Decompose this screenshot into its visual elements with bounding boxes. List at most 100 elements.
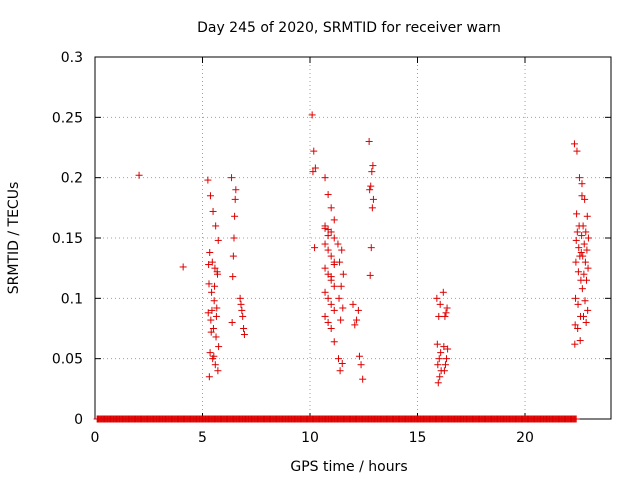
y-tick-label: 0.15 [52,231,83,247]
data-point [309,168,317,176]
data-point [581,195,589,203]
data-point [327,325,335,332]
data-point [211,282,219,290]
data-point [330,306,338,314]
data-point [238,306,246,314]
data-point [206,349,214,357]
data-point [240,331,248,339]
data-point [339,304,347,312]
data-point [576,337,584,345]
data-point [338,359,346,367]
data-point [327,204,335,212]
data-point [231,195,239,203]
data-point [208,288,216,296]
data-point [211,361,219,369]
x-tick-label: 20 [516,430,534,446]
data-point [321,264,329,272]
data-point [573,228,581,236]
data-point [442,309,450,317]
y-tick-label: 0.05 [52,352,83,368]
data-point [324,246,332,254]
data-point [236,294,244,302]
data-point [349,300,357,308]
y-tick-label: 0.2 [61,171,83,187]
data-point [324,318,332,326]
data-point [336,367,344,375]
data-point [205,373,213,381]
y-tick-label: 0.1 [61,291,83,307]
data-point [582,318,590,326]
data-point [443,355,451,363]
data-point [330,338,338,346]
data-point [209,207,217,215]
data-point [321,312,329,320]
data-point [353,316,361,324]
axes: 0 5 10 15 20 0 0.05 0.1 0.15 0.2 0.25 0.3 [52,50,611,446]
data-point [584,234,592,242]
x-tick-label: 0 [91,430,100,446]
data-point [240,325,248,332]
data-point [339,270,347,278]
data-point [583,212,591,220]
data-point [572,236,580,244]
x-tick-label: 10 [301,430,319,446]
data-point [368,168,376,176]
data-point [308,111,316,119]
chart-title: Day 245 of 2020, SRMTID for receiver war… [197,20,501,36]
data-point [441,312,449,320]
data-point [578,232,586,240]
data-point [311,164,319,172]
data-point [439,288,447,296]
data-point [583,246,591,254]
data-point [443,304,451,312]
grid-lines [95,57,611,419]
data-point [336,258,344,266]
data-point [211,264,219,272]
data-point [572,294,580,302]
data-point [572,258,580,266]
data-point [324,191,332,199]
data-point [440,367,448,375]
data-point [321,288,329,296]
data-point [578,192,586,200]
data-point [210,297,218,305]
data-point [575,174,583,182]
data-point [436,373,444,381]
data-point [230,234,238,242]
data-point [321,240,329,248]
data-point [321,174,329,182]
data-point [228,174,236,182]
data-point [337,316,345,324]
data-point [367,244,375,252]
data-point [583,276,591,284]
y-tick-label: 0.3 [61,50,83,66]
data-point [205,261,213,269]
data-point [327,252,335,260]
data-point [204,309,212,317]
data-point [441,361,449,369]
data-point [327,228,335,236]
data-point [212,222,220,230]
data-point [574,325,582,332]
data-point [581,297,589,305]
data-point [210,352,218,360]
y-tick-label: 0 [74,412,83,428]
data-point [213,304,221,312]
data-point [135,171,143,179]
data-point [232,186,240,194]
data-point [231,212,239,220]
data-point [334,355,342,363]
x-tick-label: 15 [409,430,427,446]
data-point [575,244,583,252]
data-point [214,367,222,375]
data-point [573,210,581,218]
data-point [327,300,335,308]
data-point [579,252,587,260]
data-point [179,263,187,271]
x-tick-label: 5 [198,430,207,446]
data-point [434,379,442,387]
data-point [579,222,587,230]
data-point [572,415,580,423]
data-point [369,195,377,203]
data-point [239,312,247,320]
